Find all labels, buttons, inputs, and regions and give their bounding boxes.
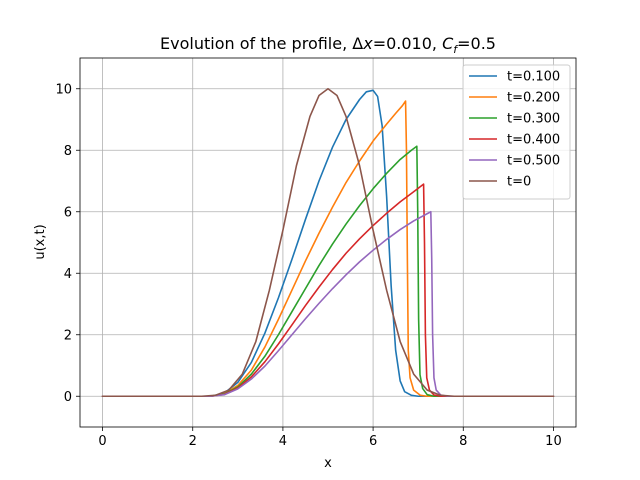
x-tick-label: 10 <box>545 434 562 449</box>
x-tick-label: 8 <box>459 434 467 449</box>
y-tick-label: 2 <box>64 328 72 343</box>
legend-label: t=0.100 <box>507 70 560 85</box>
chart-title: Evolution of the profile, Δx=0.010, Cf=0… <box>160 34 496 56</box>
series-line-2 <box>101 145 555 398</box>
series-line-4 <box>101 210 555 398</box>
legend-label: t=0 <box>507 175 531 190</box>
legend-label: t=0.400 <box>507 133 560 148</box>
x-tick-label: 6 <box>369 434 377 449</box>
y-tick-label: 6 <box>64 205 72 220</box>
legend-label: t=0.500 <box>507 154 560 169</box>
x-axis-label: x <box>324 456 332 471</box>
x-tick-label: 0 <box>98 434 106 449</box>
x-tick-label: 4 <box>279 434 287 449</box>
y-tick-label: 0 <box>64 390 72 405</box>
legend-label: t=0.200 <box>507 91 560 106</box>
y-tick-label: 4 <box>64 267 72 282</box>
legend: t=0.100 t=0.200 t=0.300 t=0.400 t=0.500 t=0 <box>462 64 571 200</box>
series-line-3 <box>101 183 555 398</box>
legend-frame <box>462 64 571 200</box>
series-line-0 <box>101 89 555 398</box>
series-line-1 <box>101 100 555 398</box>
series-layer <box>101 87 555 398</box>
series-line-5 <box>101 87 555 398</box>
y-axis-label: u(x,t) <box>33 224 48 259</box>
ticks: 0 2 4 6 8 10 0 2 4 6 8 10 <box>55 82 561 449</box>
legend-label: t=0.300 <box>507 112 560 127</box>
axes-frame <box>79 57 577 428</box>
x-tick-label: 2 <box>189 434 197 449</box>
y-tick-label: 8 <box>64 144 72 159</box>
y-tick-label: 10 <box>55 82 72 97</box>
